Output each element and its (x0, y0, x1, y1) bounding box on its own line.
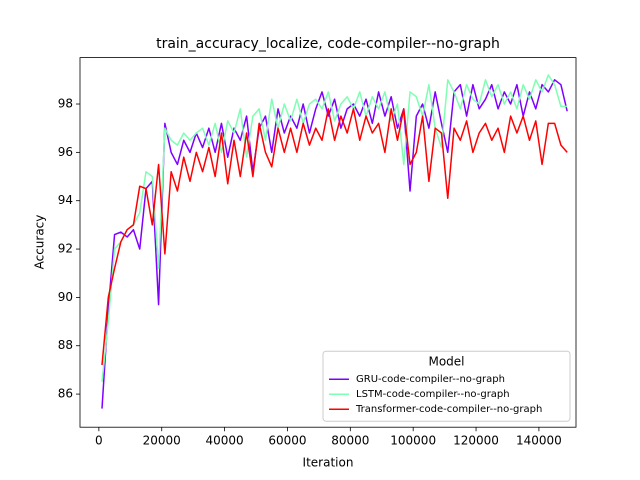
x-axis-label: Iteration (303, 456, 354, 470)
y-tick-label: 86 (58, 387, 73, 401)
legend-box (322, 350, 571, 422)
x-tick-label: 60000 (268, 434, 306, 448)
plot-frame (79, 57, 577, 428)
x-tick-label: 80000 (331, 434, 369, 448)
y-tick-label: 94 (58, 193, 73, 207)
legend-label: Transformer-code-compiler--no-graph (355, 404, 542, 415)
legend-title: Model (428, 355, 464, 369)
x-tick-label: 140000 (516, 434, 562, 448)
y-axis-label: Accuracy (33, 215, 47, 270)
chart-title: train_accuracy_localize, code-compiler--… (156, 36, 500, 52)
y-tick-label: 96 (58, 145, 73, 159)
x-tick-label: 0 (95, 434, 103, 448)
x-tick-label: 40000 (205, 434, 243, 448)
y-tick-label: 88 (58, 338, 73, 352)
x-tick-label: 100000 (390, 434, 436, 448)
legend-label: LSTM-code-compiler--no-graph (356, 389, 510, 400)
series-line (101, 108, 568, 366)
x-tick-label: 20000 (143, 434, 181, 448)
legend-label: GRU-code-compiler--no-graph (356, 374, 505, 385)
series-line (101, 74, 568, 383)
x-tick-label: 120000 (453, 434, 499, 448)
y-tick-label: 90 (58, 290, 73, 304)
y-tick-label: 98 (58, 97, 73, 111)
y-tick-label: 92 (58, 242, 73, 256)
